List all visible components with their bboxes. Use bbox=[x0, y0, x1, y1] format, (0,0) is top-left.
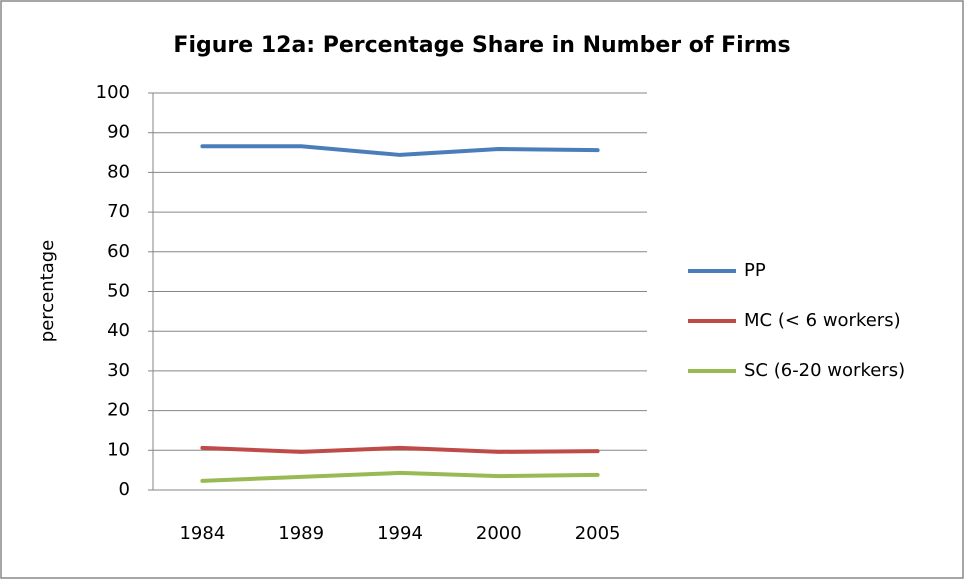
chart-title: Figure 12a: Percentage Share in Number o… bbox=[173, 33, 790, 58]
y-tick-label: 90 bbox=[107, 122, 130, 143]
x-tick-label: 2000 bbox=[476, 523, 522, 544]
legend-label: PP bbox=[744, 260, 766, 281]
series-line bbox=[200, 470, 600, 483]
y-tick-label: 70 bbox=[107, 201, 130, 222]
y-axis-label: percentage bbox=[37, 240, 58, 342]
y-tick-label: 100 bbox=[96, 82, 130, 103]
y-tick-label: 20 bbox=[107, 400, 130, 421]
y-tick-label: 10 bbox=[107, 439, 130, 460]
x-tick-label: 1984 bbox=[179, 523, 225, 544]
x-tick-label: 1989 bbox=[278, 523, 324, 544]
series-line bbox=[200, 144, 600, 157]
series-line bbox=[200, 445, 600, 454]
y-tick-label: 40 bbox=[107, 320, 130, 341]
y-tick-label: 50 bbox=[107, 281, 130, 302]
x-tick-label: 1994 bbox=[377, 523, 423, 544]
x-tick-label: 2005 bbox=[575, 523, 621, 544]
y-tick-label: 80 bbox=[107, 161, 130, 182]
y-tick-label: 30 bbox=[107, 360, 130, 381]
legend-label: MC (< 6 workers) bbox=[744, 310, 901, 331]
y-tick-label: 0 bbox=[119, 479, 130, 500]
y-tick-label: 60 bbox=[107, 241, 130, 262]
legend-label: SC (6-20 workers) bbox=[744, 360, 905, 381]
